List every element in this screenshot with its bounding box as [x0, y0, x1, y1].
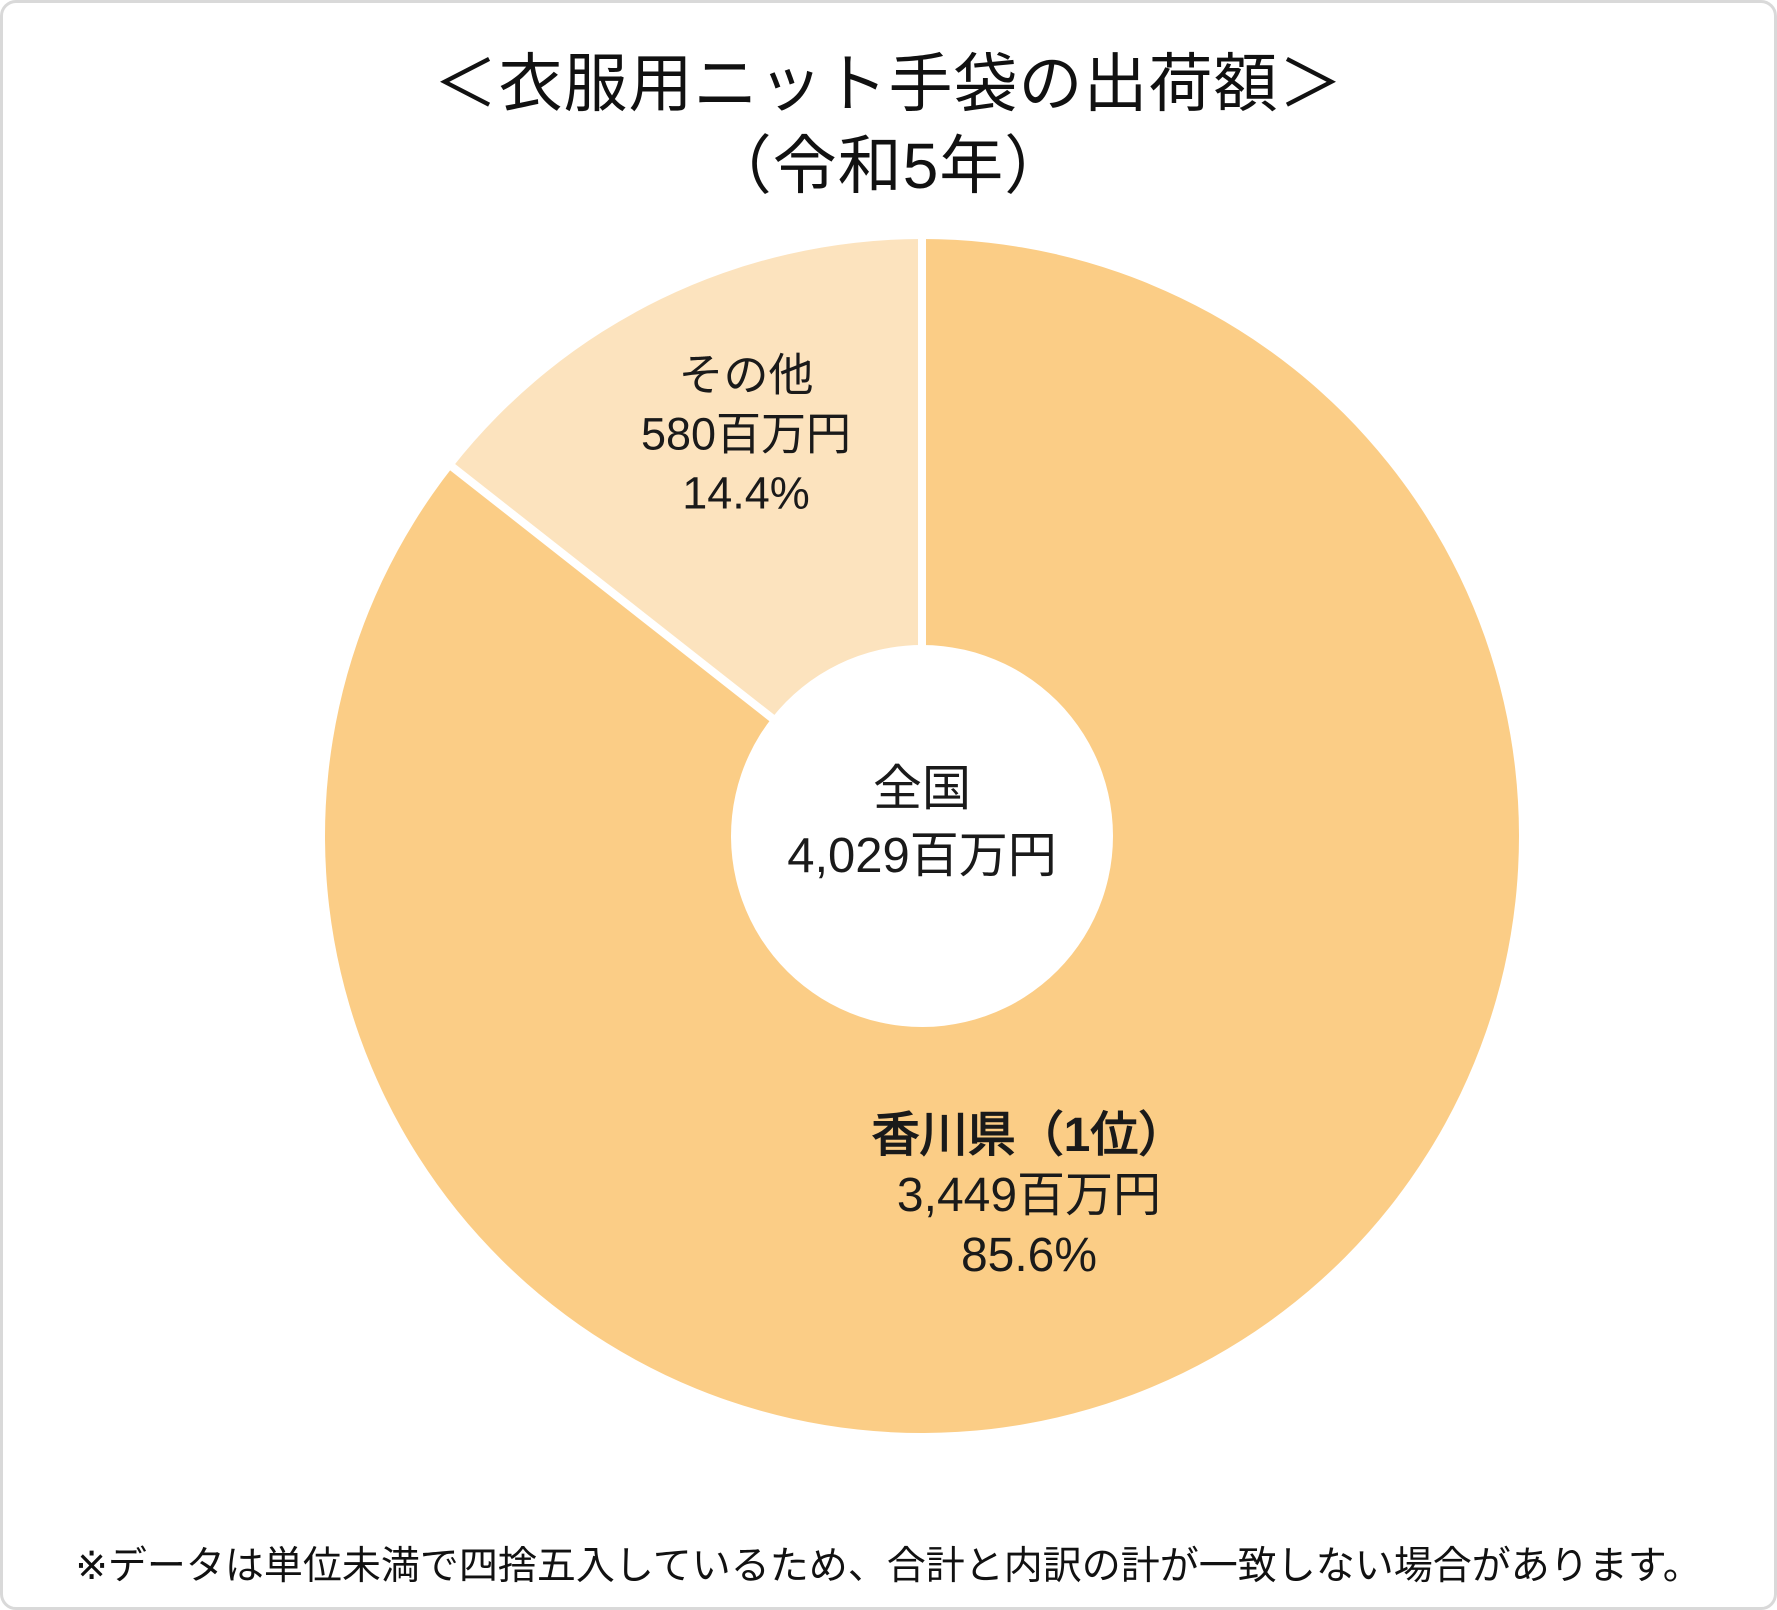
kagawa-slice-value: 3,449百万円 [896, 1169, 1162, 1222]
other-slice-name: その他 [678, 349, 814, 401]
kagawa-slice-percent: 85.6% [960, 1229, 1098, 1282]
other-slice-percent: 14.4% [682, 467, 810, 519]
kagawa-slice-label: 香川県（1位） 3,449百万円 85.6% [872, 1106, 1187, 1286]
chart-title: ＜衣服用ニット手袋の出荷額＞ （令和5年） [3, 43, 1774, 207]
kagawa-slice-name: 香川県（1位） [871, 1109, 1187, 1162]
total-name: 全国 [872, 762, 971, 816]
total-value: 4,029百万円 [787, 829, 1057, 883]
chart-title-line2: （令和5年） [707, 130, 1070, 202]
footnote: ※データは単位未満で四捨五入しているため、合計と内訳の計が一致しない場合がありま… [75, 1545, 1702, 1588]
chart-title-line1: ＜衣服用ニット手袋の出荷額＞ [433, 48, 1344, 120]
slice-separator [446, 460, 781, 727]
donut-chart [324, 234, 1519, 1433]
other-slice-value: 580百万円 [640, 408, 852, 460]
center-total-label: 全国 4,029百万円 [787, 756, 1057, 890]
pie-slice-other [452, 239, 922, 718]
other-slice-label: その他 580百万円 14.4% [641, 346, 851, 523]
pie-slice-kagawa [324, 239, 1519, 1433]
